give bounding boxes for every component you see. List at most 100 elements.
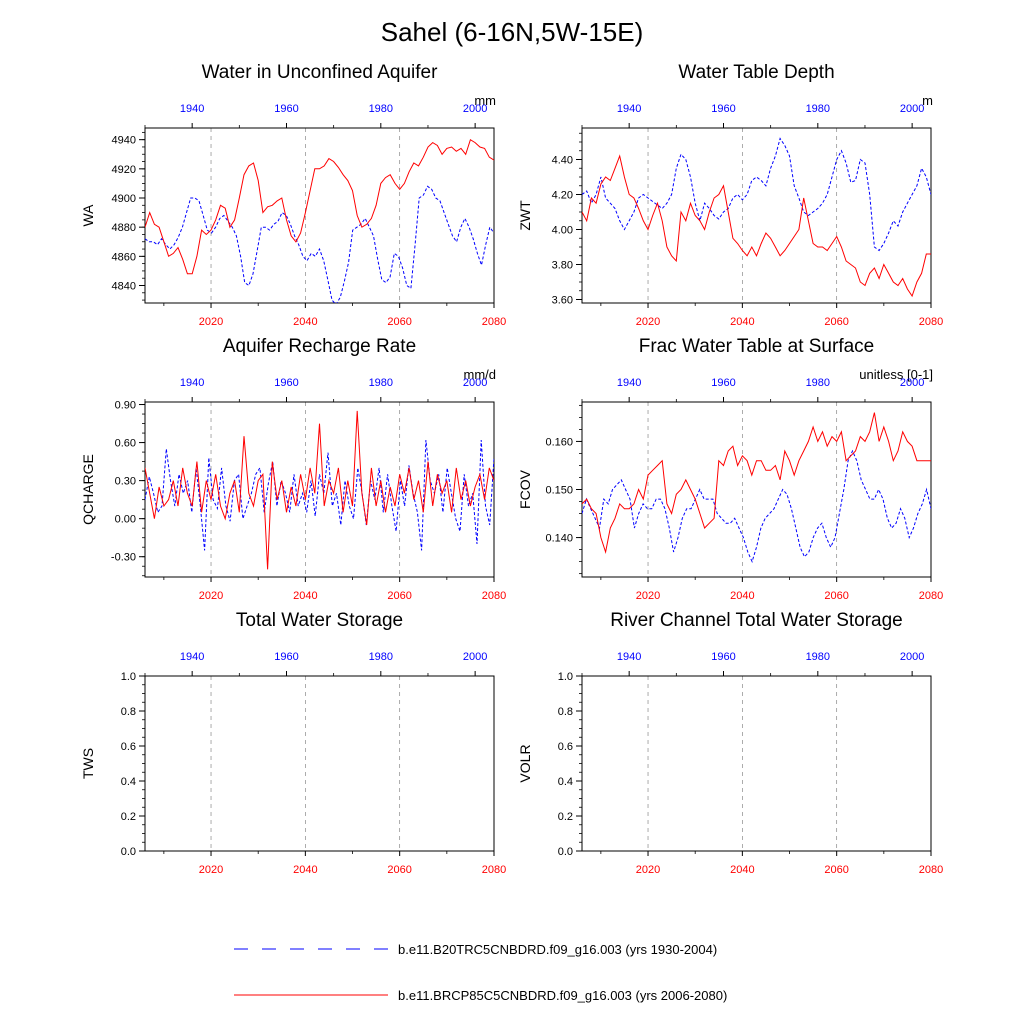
top-x-tick-label: 1980 [806, 377, 830, 389]
y-tick-label: 0.2 [558, 811, 573, 823]
x-tick-label: 2020 [199, 316, 223, 328]
top-x-tick-label: 1980 [806, 651, 830, 663]
panel-6: River Channel Total Water Storage VOLR 0.0… [517, 610, 943, 876]
y-tick-label: 4920 [112, 164, 136, 176]
y-axis-label: QCHARGE [80, 454, 96, 525]
top-x-tick-label: 1940 [617, 103, 641, 115]
panel-title: Water in Unconfined Aquifer [202, 62, 439, 83]
top-x-tick-label: 1960 [711, 651, 735, 663]
panel-title: Water Table Depth [678, 62, 834, 83]
x-tick-label: 2080 [482, 316, 506, 328]
top-x-tick-label: 2000 [900, 651, 924, 663]
top-x-tick-label: 1940 [617, 651, 641, 663]
y-tick-label: 4880 [112, 222, 136, 234]
y-axis-label: FCOV [517, 469, 533, 509]
y-tick-label: 0.150 [545, 485, 573, 497]
top-x-tick-label: 1980 [369, 377, 393, 389]
series-line-future [145, 410, 494, 570]
x-tick-label: 2060 [824, 590, 848, 602]
top-x-tick-label: 1960 [274, 103, 298, 115]
y-axis-label: ZWT [517, 200, 533, 231]
x-tick-label: 2040 [730, 864, 754, 876]
x-tick-label: 2060 [824, 864, 848, 876]
panel-title: Frac Water Table at Surface [639, 336, 875, 357]
y-tick-label: 0.00 [115, 514, 136, 526]
x-tick-label: 2060 [387, 590, 411, 602]
panel-title: River Channel Total Water Storage [610, 610, 903, 631]
x-tick-label: 2020 [636, 590, 660, 602]
x-tick-label: 2020 [199, 864, 223, 876]
x-tick-label: 2060 [824, 316, 848, 328]
x-tick-label: 2080 [919, 316, 943, 328]
y-tick-label: 4940 [112, 135, 136, 147]
y-axis-label: TWS [80, 748, 96, 779]
top-x-tick-label: 2000 [900, 377, 924, 389]
y-tick-label: 0.4 [121, 776, 136, 788]
y-tick-label: 0.4 [558, 776, 573, 788]
x-tick-label: 2080 [919, 864, 943, 876]
legend-label-future: b.e11.BRCP85C5CNBDRD.f09_g16.003 (yrs 20… [398, 988, 727, 1003]
top-x-tick-label: 1980 [806, 103, 830, 115]
units-label: mm/d [464, 367, 497, 382]
y-tick-label: 0.6 [121, 741, 136, 753]
y-tick-label: 4.40 [552, 155, 573, 167]
x-tick-label: 2020 [199, 590, 223, 602]
units-label: mm [474, 93, 496, 108]
x-tick-label: 2040 [293, 864, 317, 876]
panel-title: Total Water Storage [236, 610, 403, 631]
y-tick-label: 3.80 [552, 260, 573, 272]
y-tick-label: 3.60 [552, 295, 573, 307]
units-label: m [922, 93, 933, 108]
panel-1: Water in Unconfined Aquifer mm WA 4840 4860 4… [80, 62, 506, 328]
y-tick-label: 0.6 [558, 741, 573, 753]
y-tick-label: 0.60 [115, 438, 136, 450]
x-tick-label: 2040 [293, 316, 317, 328]
y-tick-label: 0.90 [115, 400, 136, 412]
x-tick-label: 2040 [730, 316, 754, 328]
y-tick-label: 0.0 [558, 846, 573, 858]
legend: b.e11.B20TRC5CNBDRD.f09_g16.003 (yrs 193… [234, 942, 727, 1003]
series-line-historical [582, 449, 931, 564]
y-axis-label: WA [80, 204, 96, 227]
top-x-tick-label: 1960 [711, 377, 735, 389]
x-tick-label: 2040 [293, 590, 317, 602]
x-tick-label: 2060 [387, 864, 411, 876]
x-tick-label: 2080 [919, 590, 943, 602]
y-tick-label: 4.00 [552, 225, 573, 237]
y-tick-label: 1.0 [558, 671, 573, 683]
y-tick-label: 0.8 [558, 706, 573, 718]
panel-5: Total Water Storage TWS 0.0 0.2 0.4 0.6 0.8 1.0… [80, 610, 506, 876]
y-tick-label: 4840 [112, 281, 136, 293]
y-tick-label: 0.0 [121, 846, 136, 858]
top-x-tick-label: 1940 [180, 651, 204, 663]
top-x-tick-label: 1940 [180, 103, 204, 115]
x-tick-label: 2080 [482, 864, 506, 876]
plot-frame [144, 675, 495, 852]
top-x-tick-label: 1960 [711, 103, 735, 115]
panel-2: Water Table Depth m ZWT 3.60 3.80 4.00 4.20 4.4… [517, 62, 943, 328]
top-x-tick-label: 1940 [180, 377, 204, 389]
y-tick-label: 0.8 [121, 706, 136, 718]
y-tick-label: 4860 [112, 251, 136, 263]
y-tick-label: 0.30 [115, 476, 136, 488]
plot-frame [581, 675, 932, 852]
y-tick-label: 1.0 [121, 671, 136, 683]
y-tick-label: -0.30 [111, 552, 136, 564]
y-tick-label: 4900 [112, 193, 136, 205]
top-x-tick-label: 1960 [274, 377, 298, 389]
panel-4: Frac Water Table at Surface unitless [0-1… [517, 336, 943, 602]
panel-3: Aquifer Recharge Rate mm/d QCHARGE -0.30 0.0… [80, 336, 506, 602]
y-tick-label: 0.160 [545, 436, 573, 448]
y-tick-label: 4.20 [552, 190, 573, 202]
y-tick-label: 0.2 [121, 811, 136, 823]
plot-frame [144, 127, 495, 304]
y-axis-label: VOLR [517, 744, 533, 782]
figure-title: Sahel (6-16N,5W-15E) [381, 17, 644, 47]
x-tick-label: 2020 [636, 316, 660, 328]
x-tick-label: 2060 [387, 316, 411, 328]
top-x-tick-label: 1980 [369, 651, 393, 663]
units-label: unitless [0-1] [859, 367, 933, 382]
plot-frame [581, 127, 932, 304]
top-x-tick-label: 2000 [463, 651, 487, 663]
